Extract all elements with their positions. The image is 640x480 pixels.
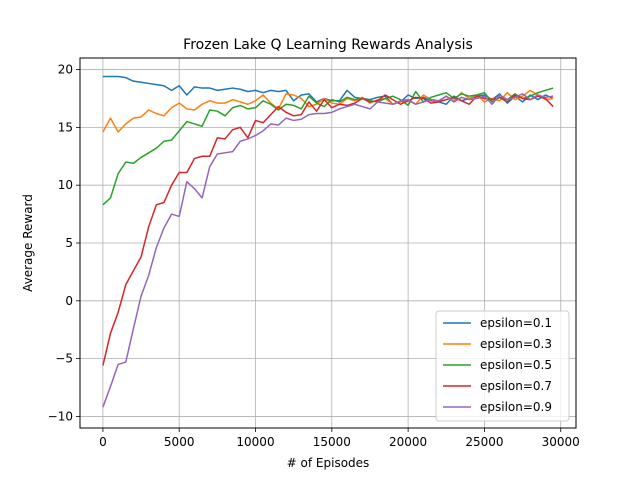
legend-label: epsilon=0.1 [480,316,552,330]
grid [80,58,576,428]
y-tick-label: 10 [58,178,73,192]
y-axis-ticks: −10 −5 0 5 10 15 20 [48,63,80,423]
legend-label: epsilon=0.9 [480,400,552,414]
y-tick-label: 15 [58,120,73,134]
series-line-4 [102,94,554,366]
y-tick-label: −5 [55,352,73,366]
x-tick-label: 10000 [236,435,274,449]
chart-title: Frozen Lake Q Learning Rewards Analysis [183,37,473,53]
legend: epsilon=0.1 epsilon=0.3 epsilon=0.5 epsilon… [435,310,570,422]
x-axis-ticks: 0 5000 10000 15000 20000 25000 30000 [99,428,580,449]
series-lines [102,75,554,408]
x-tick-label: 25000 [465,435,503,449]
x-tick-label: 15000 [313,435,351,449]
series-line-5 [102,93,554,408]
y-tick-label: 5 [65,236,73,250]
legend-box [435,310,570,422]
x-tick-label: 0 [99,435,107,449]
x-tick-label: 5000 [164,435,195,449]
legend-label: epsilon=0.7 [480,379,552,393]
y-tick-label: −10 [48,409,73,423]
y-tick-label: 20 [58,63,73,77]
x-tick-label: 20000 [389,435,427,449]
y-tick-label: 0 [65,294,73,308]
x-axis-label: # of Episodes [287,456,370,470]
y-axis-label: Average Reward [21,194,35,292]
legend-label: epsilon=0.3 [480,337,552,351]
legend-label: epsilon=0.5 [480,358,552,372]
x-tick-label: 30000 [542,435,580,449]
